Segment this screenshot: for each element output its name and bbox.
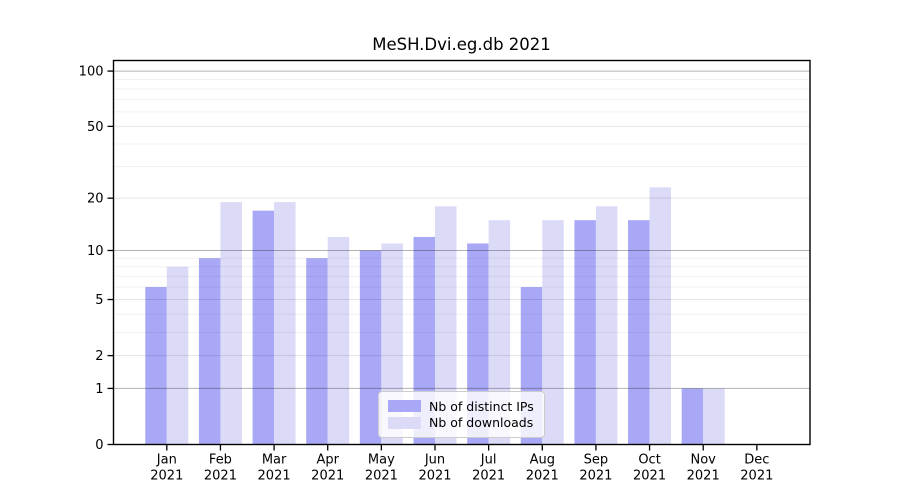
y-tick-label: 1 xyxy=(95,382,103,397)
x-tick-label-month: Apr xyxy=(316,453,339,468)
bar-mar-downloads xyxy=(274,202,296,445)
legend-swatch-downloads xyxy=(388,416,421,429)
y-tick-label: 100 xyxy=(79,65,104,80)
x-tick-label-year: 2021 xyxy=(311,469,344,484)
y-tick-label: 10 xyxy=(87,244,104,259)
bar-sep-distinct-ips xyxy=(574,220,596,445)
gridlines xyxy=(113,70,810,389)
legend-swatch-distinct-ips xyxy=(388,400,421,413)
chart-title: MeSH.Dvi.eg.db 2021 xyxy=(372,35,551,54)
x-tick-label-month: Sep xyxy=(584,453,609,468)
bar-nov-downloads xyxy=(703,388,725,445)
bar-sep-downloads xyxy=(595,206,618,445)
x-tick-label-month: Jan xyxy=(156,453,177,468)
bar-nov-distinct-ips xyxy=(681,388,704,445)
x-tick-label-month: Jul xyxy=(480,453,497,468)
legend: Nb of distinct IPs Nb of downloads xyxy=(378,391,545,438)
bar-jan-distinct-ips xyxy=(145,287,167,445)
x-tick-label-year: 2021 xyxy=(472,469,505,484)
legend-item-downloads: Nb of downloads xyxy=(388,415,536,430)
y-tick-label: 5 xyxy=(95,293,103,308)
x-tick-label-year: 2021 xyxy=(740,469,773,484)
legend-label-distinct-ips: Nb of distinct IPs xyxy=(429,398,534,414)
bar-apr-distinct-ips xyxy=(306,258,328,445)
x-tick-label-month: Feb xyxy=(209,453,232,468)
bar-oct-distinct-ips xyxy=(628,220,650,445)
bar-aug-downloads xyxy=(542,220,564,445)
x-tick-label-month: Jun xyxy=(424,453,445,468)
x-tick-label-year: 2021 xyxy=(150,469,183,484)
x-axis: Jan2021Feb2021Mar2021Apr2021May2021Jun20… xyxy=(150,444,773,484)
y-tick-label: 20 xyxy=(87,192,104,207)
x-tick-label-year: 2021 xyxy=(687,469,720,484)
x-tick-label-month: Aug xyxy=(530,453,555,468)
bar-oct-downloads xyxy=(649,187,672,445)
bar-jul-downloads xyxy=(488,220,511,445)
x-tick-label-month: Oct xyxy=(638,453,660,468)
bar-jan-downloads xyxy=(166,266,189,445)
bar-apr-downloads xyxy=(327,236,350,445)
bar-feb-downloads xyxy=(220,202,242,445)
x-tick-label-month: Dec xyxy=(744,453,769,468)
x-tick-label-month: Mar xyxy=(262,453,287,468)
x-tick-label-year: 2021 xyxy=(633,469,666,484)
y-tick-label: 50 xyxy=(87,120,104,135)
bar-may-distinct-ips xyxy=(359,250,382,445)
x-tick-label-year: 2021 xyxy=(365,469,398,484)
x-tick-label-month: May xyxy=(368,453,395,468)
y-axis: 0 1 2 5 10 20 50 100 xyxy=(79,65,114,453)
x-tick-label-year: 2021 xyxy=(526,469,559,484)
x-tick-label-year: 2021 xyxy=(204,469,237,484)
bar-jun-downloads xyxy=(435,206,457,445)
y-tick-label: 0 xyxy=(95,438,103,453)
x-tick-label-month: Nov xyxy=(691,453,717,468)
legend-item-distinct-ips: Nb of distinct IPs xyxy=(388,399,536,414)
x-tick-label-year: 2021 xyxy=(418,469,451,484)
bar-mar-distinct-ips xyxy=(252,210,275,445)
x-tick-label-year: 2021 xyxy=(579,469,612,484)
y-tick-label: 2 xyxy=(95,349,103,364)
plot-border xyxy=(112,59,811,446)
legend-label-downloads: Nb of downloads xyxy=(429,415,534,431)
x-tick-label-year: 2021 xyxy=(258,469,291,484)
bar-feb-distinct-ips xyxy=(198,258,221,445)
